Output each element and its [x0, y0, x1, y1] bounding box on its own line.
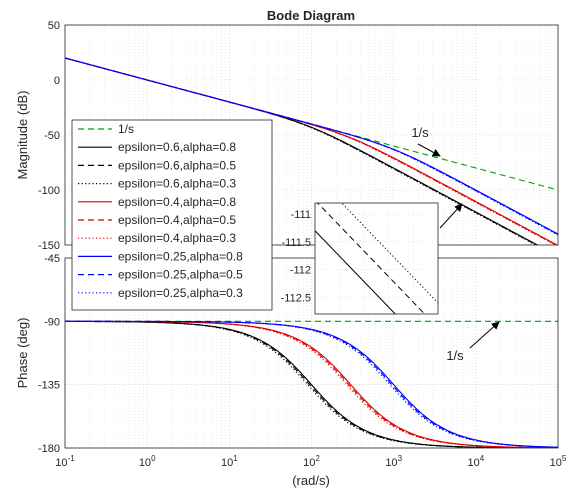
magnitude-curves: [65, 57, 558, 245]
inset-line-3: [341, 203, 438, 304]
legend-label-4: epsilon=0.4,alpha=0.8: [118, 195, 236, 209]
inset-y-tick-label: -112: [290, 265, 311, 277]
phase-axes-box: [64, 257, 559, 449]
phase-line-8: [65, 320, 558, 448]
y-tick-label: -100: [38, 185, 60, 197]
legend-label-6: epsilon=0.4,alpha=0.3: [118, 231, 236, 245]
y-tick-label: 50: [48, 20, 60, 32]
annotation-magnitude: 1/s: [411, 125, 441, 157]
legend-items: 1/s epsilon=0.6,alpha=0.8 epsilon=0.6,alph…: [78, 122, 243, 300]
magnitude-y-label: Magnitude (dB): [15, 91, 30, 180]
legend-label-0: 1/s: [118, 122, 134, 136]
x-tick-label: 102: [303, 454, 320, 469]
y-tick-label: 0: [54, 75, 60, 87]
legend-label-2: epsilon=0.6,alpha=0.5: [118, 158, 236, 172]
inset-curves: [315, 203, 438, 314]
y-tick-label: -135: [38, 380, 60, 392]
annotation-arrow-magnitude: [417, 143, 441, 157]
annotation-1s-phase: 1/s: [446, 348, 464, 363]
inset-axes-box: [314, 202, 439, 315]
y-tick-label: -45: [44, 253, 60, 265]
legend-box: [71, 119, 273, 311]
inset-y-tick-label: -112.5: [281, 292, 311, 304]
annotation-arrow-phase: [469, 321, 500, 349]
annotation-arrow-inset: [439, 203, 463, 229]
magnitude-axes-box: [64, 24, 559, 246]
magnitude-line-3: [65, 57, 537, 245]
legend: 1/s epsilon=0.6,alpha=0.8 epsilon=0.6,alph…: [71, 119, 273, 311]
chart-title: Bode Diagram: [267, 8, 355, 23]
phase-line-2: [65, 320, 558, 448]
x-tick-labels: 10-1 100 101 102 103 104 105: [55, 454, 567, 469]
legend-label-3: epsilon=0.6,alpha=0.3: [118, 177, 236, 191]
legend-label-7: epsilon=0.25,alpha=0.8: [118, 249, 243, 263]
y-tick-label: -150: [38, 240, 60, 252]
annotation-phase: 1/s: [446, 321, 500, 363]
inset-y-ticks: -111 -111.5 -112 -112.5: [281, 209, 311, 304]
x-tick-label: 103: [385, 454, 402, 469]
legend-label-9: epsilon=0.25,alpha=0.3: [118, 286, 243, 300]
phase-curves: [65, 320, 558, 448]
inset-zoom: -111 -111.5 -112 -112.5: [281, 202, 439, 315]
inset-line-1: [315, 230, 396, 314]
x-tick-label: 101: [221, 454, 238, 469]
inset-grid: [315, 203, 438, 314]
magnitude-y-ticks: 50 0 -50 -100 -150: [38, 20, 60, 252]
x-tick-label: 100: [139, 454, 156, 469]
annotation-1s-magnitude: 1/s: [411, 125, 429, 140]
inset-y-tick-label: -111: [291, 209, 311, 221]
x-tick-label: 10-1: [55, 454, 75, 469]
legend-label-1: epsilon=0.6,alpha=0.8: [118, 140, 236, 154]
y-tick-label: -50: [44, 130, 60, 142]
legend-label-8: epsilon=0.25,alpha=0.5: [118, 268, 243, 282]
x-axis-label: (rad/s): [292, 473, 330, 488]
legend-label-5: epsilon=0.4,alpha=0.5: [118, 213, 236, 227]
phase-y-label: Phase (deg): [15, 318, 30, 389]
phase-y-ticks: -45 -90 -135 -180: [38, 253, 60, 455]
x-tick-label: 105: [550, 454, 567, 469]
inset-y-tick-label: -111.5: [281, 237, 311, 249]
y-tick-label: -90: [44, 316, 60, 328]
inset-axes-background: [315, 203, 438, 314]
y-tick-label: -180: [38, 443, 60, 455]
x-tick-label: 104: [467, 454, 484, 469]
